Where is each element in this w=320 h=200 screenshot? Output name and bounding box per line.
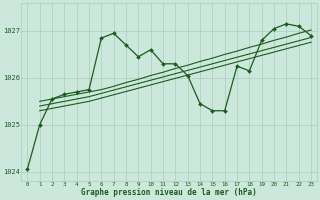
X-axis label: Graphe pression niveau de la mer (hPa): Graphe pression niveau de la mer (hPa): [81, 188, 257, 197]
